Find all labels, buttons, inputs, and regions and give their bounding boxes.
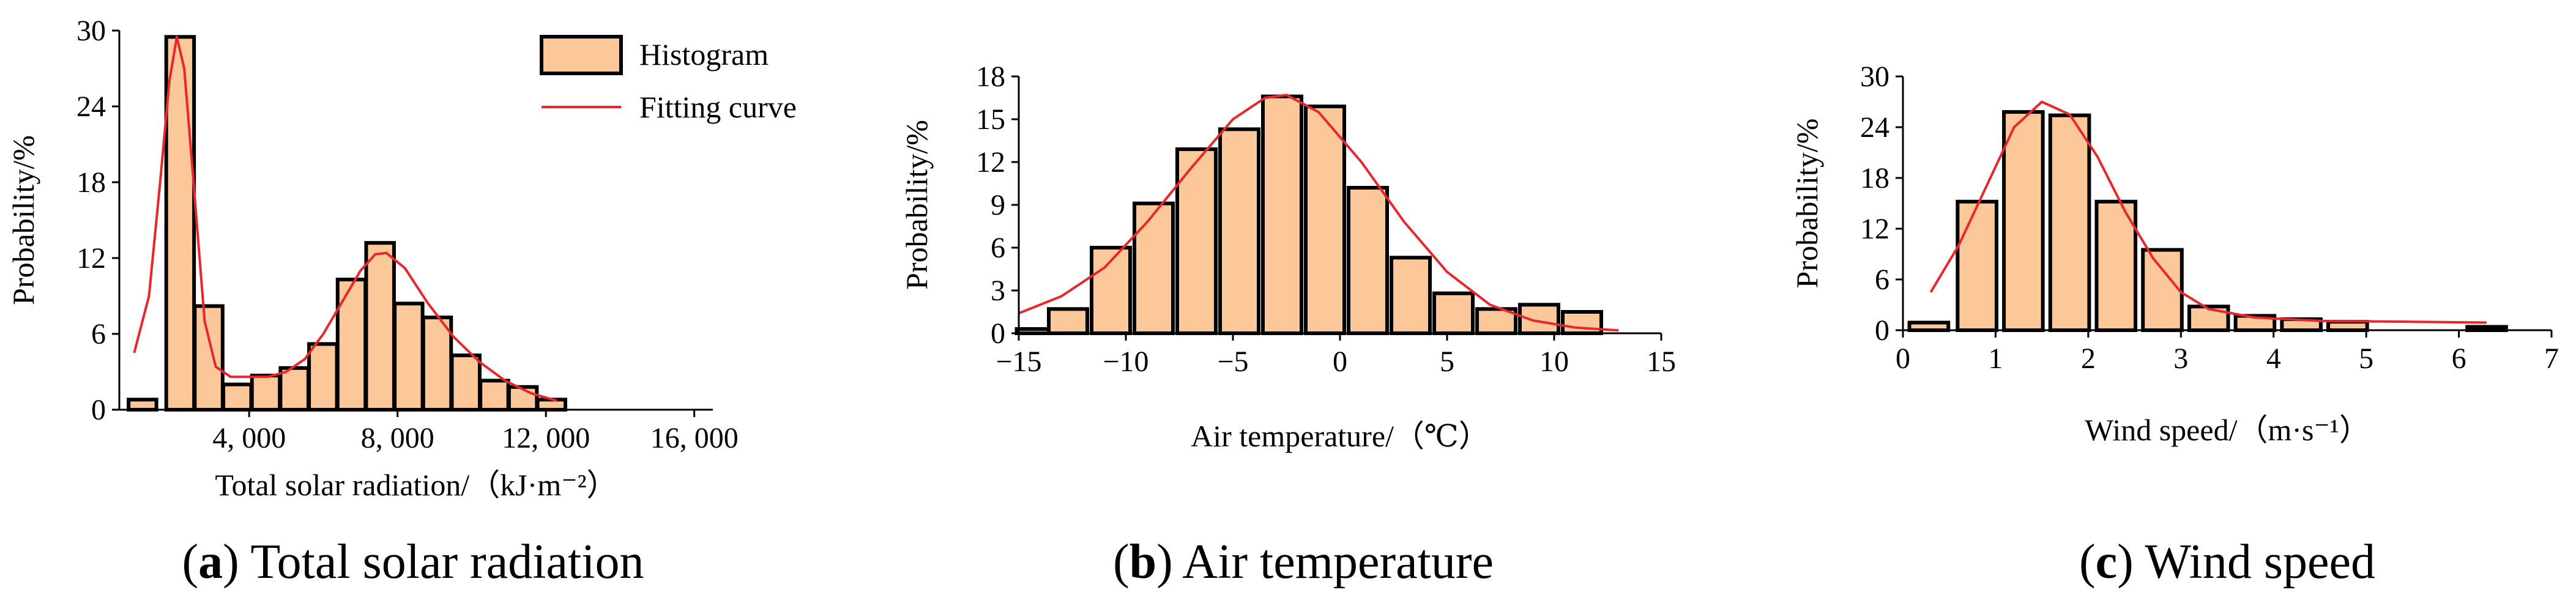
histogram-bar [393,301,425,412]
y-axis-title: Probability/% [899,120,934,290]
x-axis-title: Air temperature/（℃） [1191,419,1489,453]
histogram-bar [1907,320,1951,332]
y-tick-label: 6 [91,318,106,350]
x-tick-label: −10 [1103,345,1148,378]
caption-c: (c) Wind speed [2079,535,2375,589]
x-tick-label: −15 [996,345,1041,378]
histogram-bar [2326,320,2369,333]
fitting-curve [1929,100,2487,324]
y-tick-label: 12 [1860,213,1889,245]
x-tick-label: 4, 000 [212,422,286,454]
y-tick-label: 3 [991,275,1005,307]
histogram-bar [221,382,253,412]
histogram-bar [2094,199,2138,332]
y-axis-title: Probability/% [6,135,40,305]
histogram-bar [250,374,282,412]
y-tick-label: 18 [976,61,1005,93]
x-tick-label: 7 [2544,342,2559,375]
chart-b: 0 3 6 9 12 15 18 −15 −10 −5 0 5 10 15 Air temperature/… [899,61,1676,589]
x-tick-label: 10 [1539,345,1569,378]
histogram-bar [1390,256,1432,336]
histogram-bar [164,35,196,412]
x-tick-label: 0 [1896,342,1910,375]
histogram-bar [1956,199,1998,332]
histogram-bar [127,397,158,412]
y-tick-label: 15 [976,103,1005,136]
x-tick-label: −5 [1217,345,1248,378]
histogram-bar [307,342,339,412]
caption-a: (a) Total solar radiation [182,535,644,589]
histogram-bar [278,366,310,412]
x-tick-label: 15 [1647,345,1676,378]
legend: Histogram Fitting curve [540,35,797,124]
histogram-bar [2048,113,2091,332]
x-tick-label: 8, 000 [361,422,434,454]
histogram-bar [335,278,368,412]
fitting-curve [1018,94,1619,332]
y-axis-title: Probability/% [1790,119,1824,289]
x-tick-label: 5 [2359,342,2373,375]
histogram-bar [2141,248,2184,333]
x-axis-title: Total solar radiation/（kJ·m⁻²） [215,468,617,502]
histogram-bar [478,379,510,412]
y-tick-label: 18 [76,166,106,199]
x-tick-label: 2 [2081,342,2096,375]
histogram-bar [421,316,453,412]
histogram-bar [507,385,539,412]
y-tick-label: 30 [76,15,106,47]
y-tick-label: 6 [1875,264,1889,296]
y-tick-label: 9 [991,189,1005,221]
y-tick-label: 24 [1860,111,1889,144]
x-axis-title: Wind speed/（m·s⁻¹） [2085,413,2370,447]
legend-histogram-label: Histogram [639,37,769,72]
x-tick-label: 16, 000 [650,422,739,454]
caption-b: (b) Air temperature [1113,535,1494,589]
histogram-bar [1432,291,1475,335]
y-tick-label: 12 [76,242,106,275]
y-tick-label: 12 [976,146,1005,179]
y-tick-label: 6 [991,232,1005,264]
histogram-bar [450,353,482,412]
histogram-bar [1133,201,1175,335]
histogram-bar [193,304,225,412]
chart-a: 0 6 12 18 24 30 4, 000 8, 000 12, 000 16, 000 Tota… [6,15,797,589]
y-tick-label: 0 [91,394,106,426]
x-tick-label: 5 [1440,345,1454,378]
legend-histogram-swatch [540,35,623,75]
histogram-bar [1304,105,1346,335]
x-tick-label: 1 [1988,342,2003,375]
histogram-bar [1347,186,1389,335]
y-tick-label: 0 [1875,314,1889,347]
x-tick-label: 6 [2452,342,2466,375]
histogram-bar [1261,94,1303,336]
y-tick-label: 24 [76,91,106,123]
histogram-bar [364,241,396,412]
histogram-bar [535,397,568,412]
bars [1907,110,2508,333]
y-tick-label: 0 [991,317,1005,350]
y-tick-label: 30 [1860,61,1889,93]
x-tick-label: 4 [2266,342,2281,375]
fitting-curve [133,35,557,402]
x-tick-label: 0 [1333,345,1347,378]
x-tick-label: 12, 000 [502,422,590,454]
histogram-bar [2002,110,2045,332]
legend-curve-label: Fitting curve [639,90,797,124]
bars [1014,94,1603,336]
x-tick-label: 3 [2173,342,2188,375]
histogram-bar [1047,307,1089,336]
histogram-bar [1175,147,1218,335]
y-tick-label: 18 [1860,162,1889,194]
histogram-bar [1218,127,1260,335]
